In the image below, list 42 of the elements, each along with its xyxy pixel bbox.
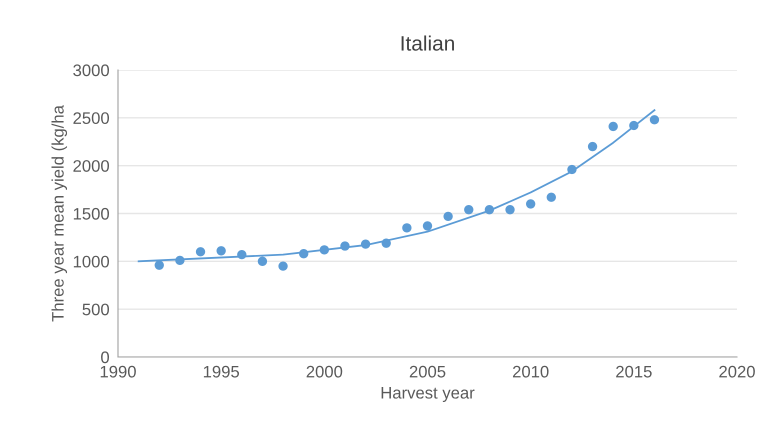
point <box>278 261 288 271</box>
point <box>629 120 638 130</box>
x-tick-label: 1995 <box>204 366 240 378</box>
chart-title: Italian <box>402 35 454 51</box>
point <box>588 142 598 152</box>
point <box>237 250 246 260</box>
y-tick-label: 2000 <box>73 160 110 172</box>
y-tick-label: 2500 <box>73 112 110 124</box>
point <box>650 115 660 124</box>
point <box>526 199 536 209</box>
x-tick-label: 2005 <box>410 366 446 378</box>
x-tick-label: 2000 <box>306 366 342 378</box>
point <box>422 221 432 231</box>
point <box>402 223 412 233</box>
y-tick-label: 0 <box>101 351 110 364</box>
point <box>175 256 185 266</box>
point <box>443 212 453 222</box>
point <box>546 192 556 202</box>
point <box>484 205 494 214</box>
x-tick-label: 2015 <box>616 366 652 378</box>
point <box>382 238 391 248</box>
x-axis-title: Harvest year <box>382 387 474 402</box>
point <box>464 205 474 214</box>
point <box>154 260 164 270</box>
point <box>567 164 577 174</box>
x-tick-label: 1990 <box>100 366 136 378</box>
point <box>196 247 206 256</box>
y-tick-label: 3000 <box>73 64 110 76</box>
point <box>216 246 226 256</box>
y-tick-label: 1500 <box>74 208 110 220</box>
point <box>340 241 350 251</box>
point <box>320 245 329 255</box>
y-tick-label: 1000 <box>74 256 110 268</box>
point <box>299 249 308 258</box>
x-tick-label: 2020 <box>719 366 755 378</box>
point <box>505 205 515 214</box>
point <box>258 256 268 266</box>
y-tick-label: 500 <box>82 304 110 316</box>
point <box>360 239 370 249</box>
x-tick-label: 2010 <box>512 366 549 378</box>
y-axis-title: Three year mean yield (kg/ha <box>52 105 68 322</box>
point <box>608 122 618 132</box>
